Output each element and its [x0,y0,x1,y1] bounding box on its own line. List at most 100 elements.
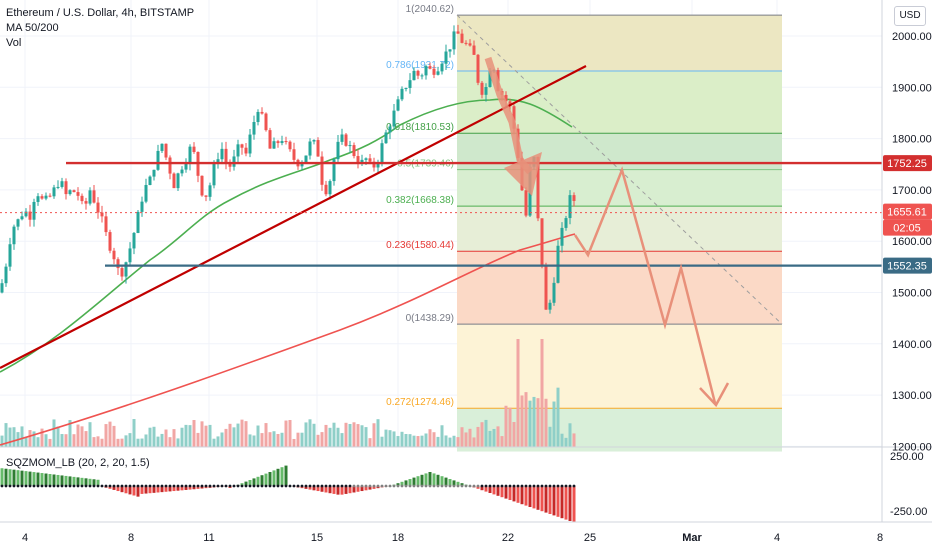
candle-body [60,181,64,187]
squeeze-dot [36,484,40,488]
squeeze-dot [204,484,208,488]
candle-body [408,80,412,88]
momentum-bar [276,468,280,486]
momentum-bar [544,486,548,513]
candle-body [268,130,272,149]
squeeze-dot [120,484,124,488]
momentum-bar [48,474,52,486]
volume-bar [216,436,220,447]
squeeze-dot [216,484,220,488]
candle-body [244,147,248,154]
momentum-bar [248,480,252,486]
squeeze-dot [520,484,524,488]
squeeze-dot [468,484,472,488]
squeeze-dot [224,484,228,488]
price-axis[interactable]: 2000.00 1900.00 1800.00 1700.00 1600.00 1500.… [881,0,932,522]
squeeze-dot [328,484,332,488]
candle-body [388,126,392,133]
volume-bar [504,405,508,447]
squeeze-dot [324,484,328,488]
candle-body [112,250,116,260]
fib-trend-line [456,14,783,325]
candle-body [372,161,376,168]
volume-bar [272,431,276,447]
candle-body [548,302,552,310]
momentum-bar [404,480,408,486]
volume-bar [440,425,444,447]
candle-body [164,143,168,158]
momentum-bar [428,472,432,486]
volume-bar [452,435,456,447]
candle-body [84,201,88,204]
candle-body [124,262,128,277]
squeeze-dot [208,484,212,488]
candle-body [264,113,268,131]
squeeze-dot [344,484,348,488]
volume-bar [328,427,332,447]
momentum-bar [152,486,156,493]
volume-bar [88,422,92,447]
price-badge [883,155,932,172]
ma-50-line [0,98,573,373]
momentum-bar [332,486,336,494]
volume-bar [36,437,40,447]
volume-bar [356,424,360,447]
fib-level-label: 0.786(1931.72) [386,60,454,71]
volume-bar [528,400,532,447]
volume-bar [60,434,64,447]
fib-level-label: 1(2040.62) [406,4,454,15]
squeeze-dot [12,484,16,488]
price-badge-label: 1752.25 [887,158,927,170]
squeeze-dot [44,484,48,488]
currency-button[interactable]: USD [894,6,926,26]
candle-body [288,141,292,150]
squeeze-dot [196,484,200,488]
time-tick-label: 18 [392,532,404,544]
volume-bar [208,424,212,447]
candle-body [28,211,32,220]
squeeze-dot [136,484,140,488]
candle-body [16,219,20,227]
momentum-bar [424,473,428,486]
time-tick-label: Mar [682,532,702,544]
momentum-bar [552,486,556,516]
volume-bar [112,425,116,447]
candle-body [116,259,120,269]
volume-bar [168,437,172,447]
momentum-bar [184,486,188,490]
volume-bar [432,432,436,447]
candle-body [300,163,304,167]
momentum-bar [356,486,360,492]
candle-body [356,156,360,164]
squeeze-dot [100,484,104,488]
volume-bar [68,420,72,447]
volume-bar [348,423,352,447]
squeeze-dot [232,484,236,488]
volume-legend: Vol [6,37,22,49]
momentum-bar [116,486,120,492]
momentum-bar [280,467,284,486]
momentum-bar [160,486,164,493]
momentum-bar [52,474,56,486]
drawings[interactable] [0,56,882,408]
volume-bar [436,436,440,447]
candle-body [280,141,284,144]
candle-body [96,202,100,213]
price-tick-label: 1300.00 [892,390,932,402]
time-axis[interactable]: 4 8 11 15 18 22 25 Mar 4 8 [0,521,932,544]
volume-bar [496,426,500,447]
squeeze-dot [292,484,296,488]
squeeze-dot [176,484,180,488]
momentum-bar [68,476,72,486]
price-badge [883,257,932,274]
fib-level-label: 0.236(1580.44) [386,240,454,251]
momentum-bar [12,469,16,486]
squeeze-dot [124,484,128,488]
momentum-bar [36,472,40,486]
volume-bar [416,436,420,447]
candle-body [316,140,320,157]
fibonacci-retracement[interactable]: 1(2040.62) 0.786(1931.72) 0.618(1810.53) 0.… [386,4,783,452]
volume-bar [376,419,380,447]
candle-body [292,149,296,160]
